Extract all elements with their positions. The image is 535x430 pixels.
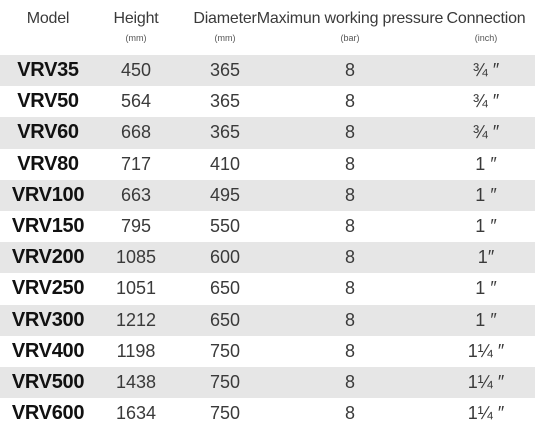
cell-height: 450 (120, 60, 152, 80)
cell-diameter: 750 (209, 403, 241, 424)
cell-connection: 1 ″ (475, 278, 497, 299)
cell-height: 1051 (115, 278, 157, 299)
cell-pressure: 8 (344, 403, 356, 424)
cell-pressure: 8 (344, 247, 356, 268)
header-label: Maximun working pressure (256, 10, 444, 27)
cell-pressure: 8 (344, 278, 356, 299)
cell-connection: 1¼ ″ (467, 403, 505, 424)
cell-connection: 1 ″ (475, 309, 497, 330)
cell-model: VRV250 (11, 277, 85, 300)
cell-height: 1438 (115, 371, 157, 392)
table-row: VRV600 1634 750 8 1¼ ″ (0, 398, 535, 429)
header-height: Height (mm) (113, 0, 158, 44)
header-unit: (mm) (214, 33, 236, 43)
cell-model: VRV400 (11, 339, 85, 362)
cell-pressure: 8 (344, 309, 356, 330)
table-row: VRV50 564 365 8 ¾ ″ (0, 86, 535, 117)
header-label: Height (113, 10, 159, 27)
cell-diameter: 550 (209, 215, 241, 236)
cell-model: VRV300 (11, 308, 85, 331)
cell-model: VRV500 (11, 370, 85, 393)
table-row: VRV100 663 495 8 1 ″ (0, 179, 535, 211)
cell-pressure: 8 (344, 184, 356, 205)
cell-connection: ¾ ″ (472, 122, 500, 143)
cell-diameter: 365 (209, 122, 241, 143)
table-row: VRV200 1085 600 8 1″ (0, 242, 535, 274)
cell-connection: ¾ ″ (472, 60, 500, 80)
table-body: VRV35 450 365 8 ¾ ″ VRV50 564 365 8 ¾ ″ VRV60 668 36… (0, 55, 535, 429)
cell-model: VRV60 (17, 121, 79, 144)
table-row: VRV150 795 550 8 1 ″ (0, 211, 535, 242)
table-row: VRV35 450 365 8 ¾ ″ (0, 55, 535, 87)
cell-model: VRV50 (17, 90, 79, 113)
cell-connection: 1¼ ″ (467, 371, 505, 392)
cell-height: 1198 (116, 340, 156, 361)
cell-height: 663 (120, 184, 152, 205)
cell-pressure: 8 (344, 91, 356, 112)
cell-height: 1212 (115, 309, 157, 330)
cell-model: VRV200 (11, 246, 85, 269)
cell-diameter: 495 (209, 184, 241, 205)
header-model: Model (27, 0, 70, 28)
cell-pressure: 8 (344, 371, 356, 392)
cell-height: 1085 (115, 247, 157, 268)
cell-diameter: 650 (209, 278, 241, 299)
cell-diameter: 410 (209, 153, 241, 174)
header-diameter: Diameter (mm) (193, 0, 257, 44)
header-unit: (bar) (340, 33, 360, 43)
cell-model: VRV80 (17, 152, 79, 175)
table-row: VRV60 668 365 8 ¾ ″ (0, 117, 535, 149)
cell-height: 795 (120, 215, 152, 236)
table-row: VRV500 1438 750 8 1¼ ″ (0, 366, 535, 399)
cell-connection: 1 ″ (475, 184, 497, 205)
cell-pressure: 8 (344, 215, 356, 236)
cell-model: VRV600 (11, 402, 85, 425)
cell-height: 1634 (115, 403, 157, 424)
cell-model: VRV150 (11, 214, 85, 237)
header-unit: (mm) (125, 33, 147, 43)
cell-pressure: 8 (344, 122, 356, 143)
cell-pressure: 8 (344, 340, 356, 361)
cell-pressure: 8 (344, 153, 356, 174)
table-row: VRV400 1198 750 8 1¼ ″ (0, 336, 535, 367)
header-label: Connection (446, 10, 526, 27)
header-label: Model (26, 10, 70, 27)
table-row: VRV80 717 410 8 1 ″ (0, 149, 535, 180)
table-row: VRV250 1051 650 8 1 ″ (0, 273, 535, 304)
cell-height: 668 (120, 122, 152, 143)
header-pressure: Maximun working pressure (bar) (256, 0, 444, 44)
table-header: Model Height (mm) Diameter (mm) Maximun … (0, 0, 535, 54)
cell-connection: 1 ″ (475, 215, 497, 236)
cell-height: 564 (120, 91, 152, 112)
cell-diameter: 650 (209, 309, 241, 330)
cell-connection: 1″ (477, 247, 495, 268)
cell-connection: 1¼ ″ (467, 340, 505, 361)
cell-diameter: 600 (209, 247, 241, 268)
cell-connection: 1 ″ (475, 153, 497, 174)
header-label: Diameter (193, 10, 257, 27)
cell-diameter: 365 (209, 60, 241, 80)
cell-diameter: 750 (209, 371, 241, 392)
table-row: VRV300 1212 650 8 1 ″ (0, 304, 535, 336)
cell-model: VRV100 (11, 183, 85, 206)
cell-height: 717 (120, 153, 152, 174)
cell-diameter: 750 (209, 340, 241, 361)
cell-model: VRV35 (17, 59, 79, 81)
cell-connection: ¾ ″ (472, 91, 500, 112)
header-connection: Connection (inch) (447, 0, 526, 44)
header-unit: (inch) (474, 33, 498, 43)
cell-pressure: 8 (344, 60, 356, 80)
cell-diameter: 365 (209, 91, 241, 112)
